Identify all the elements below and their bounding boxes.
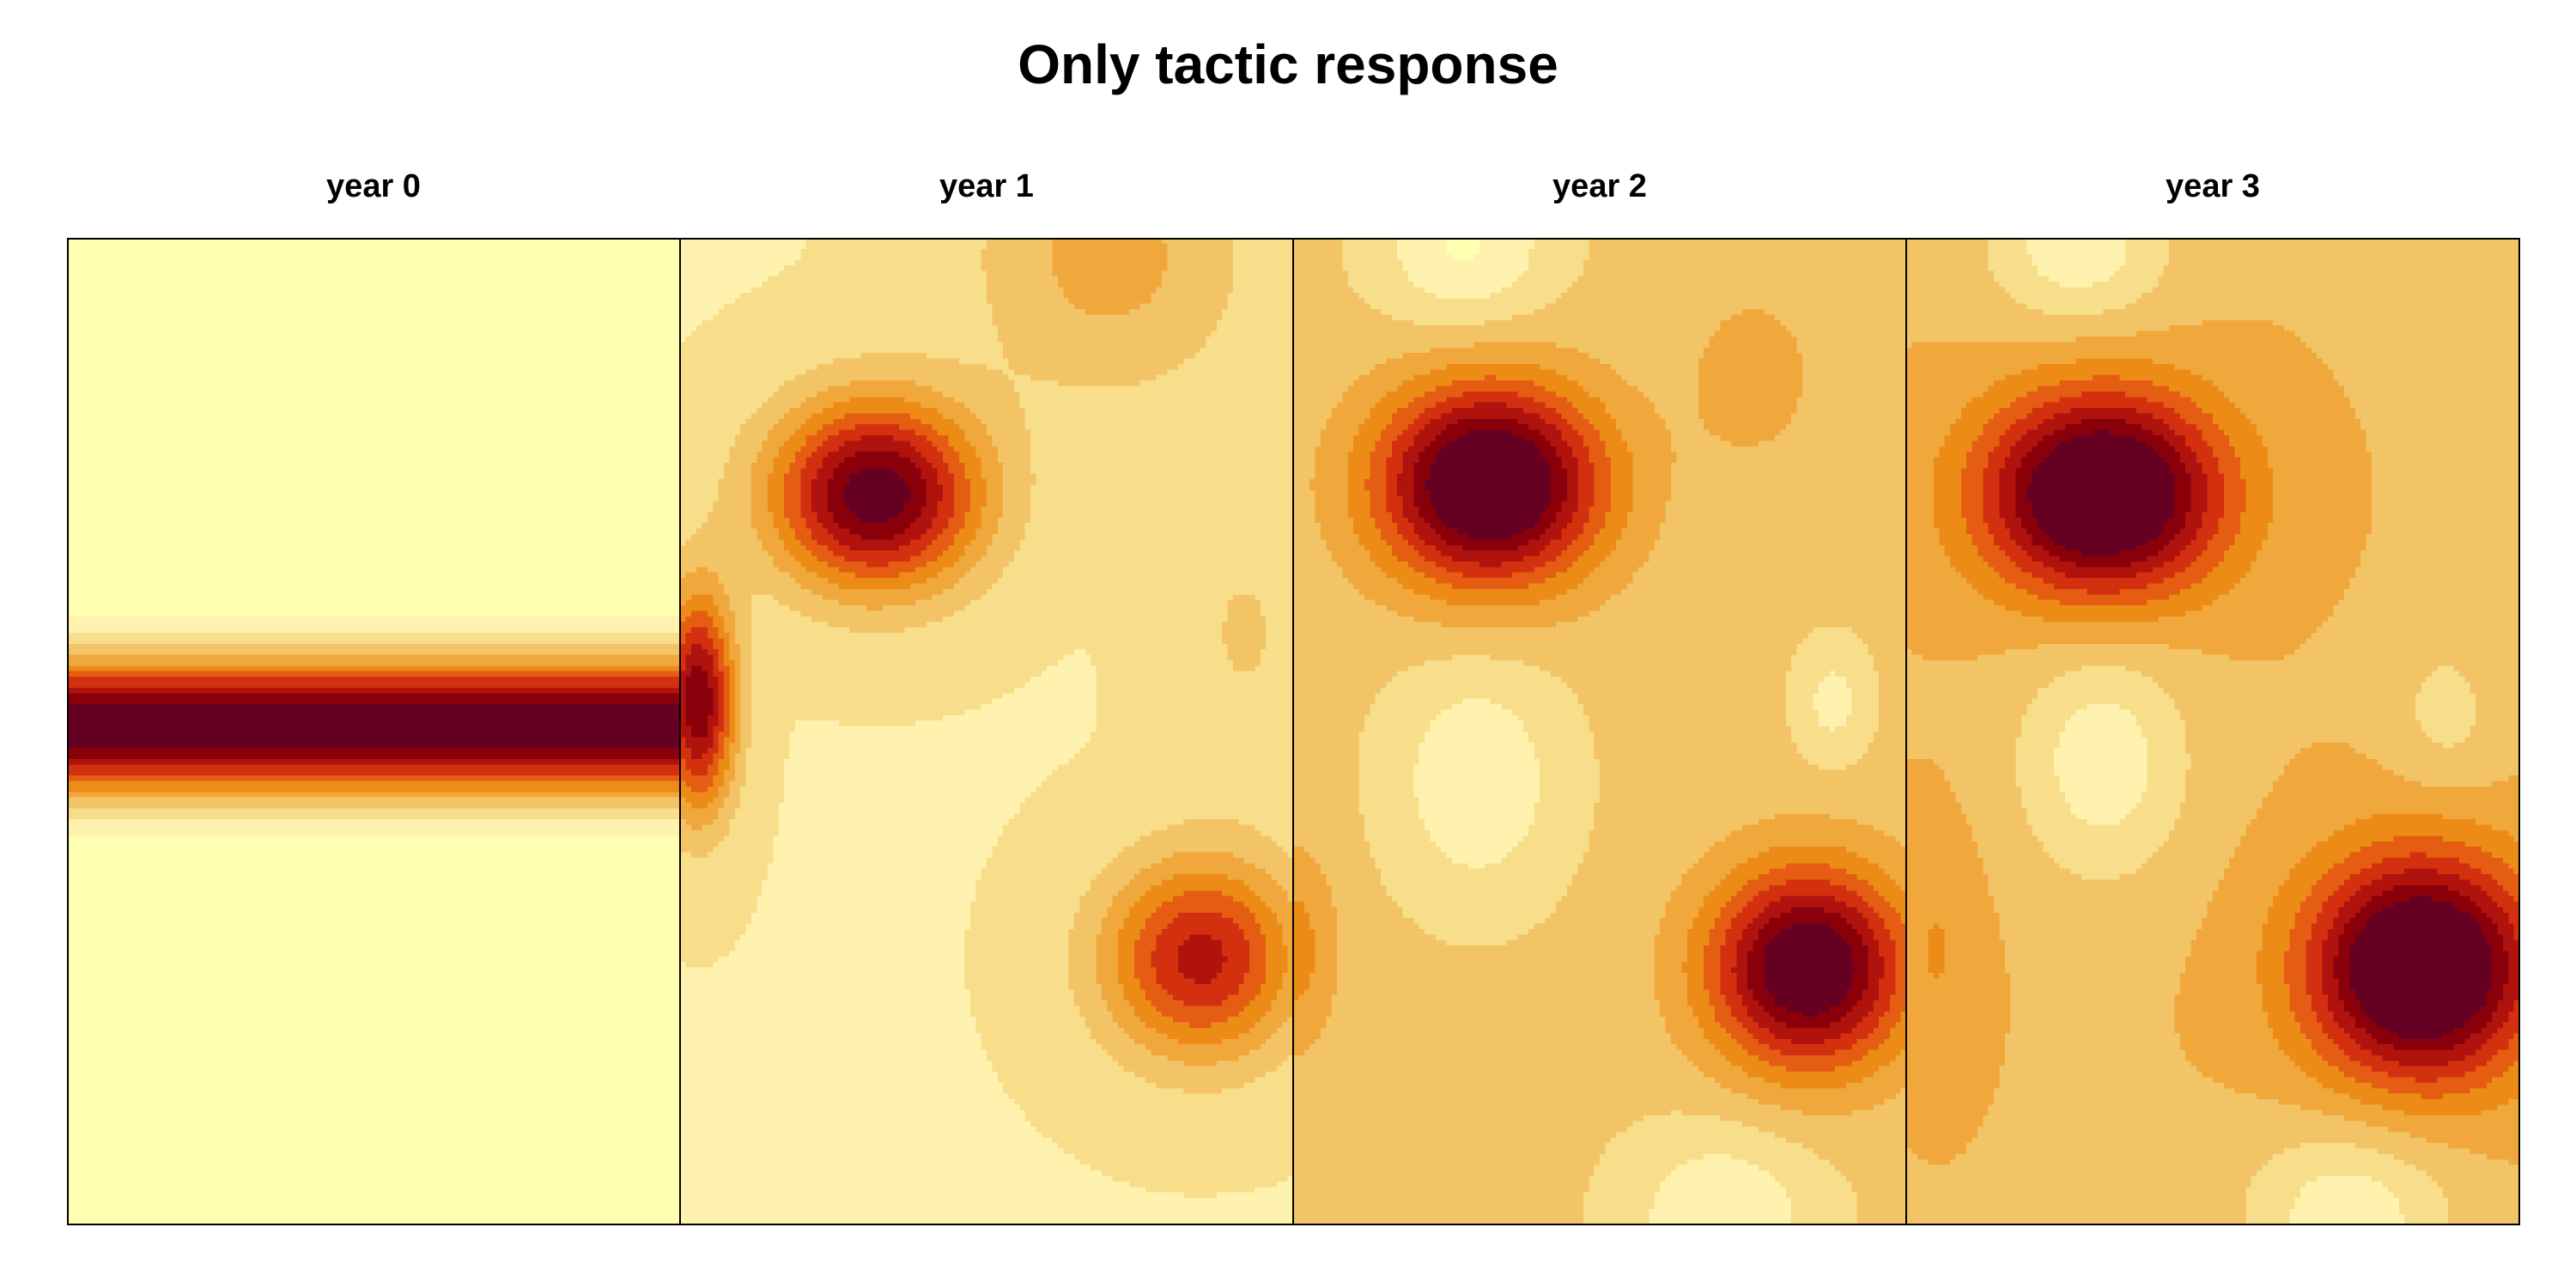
heatmap-canvas-year-0 <box>67 238 680 1225</box>
heatmap-panel-year-1 <box>680 238 1293 1225</box>
heatmap-canvas-year-3 <box>1906 238 2519 1225</box>
heatmap-panel-year-3 <box>1906 238 2519 1225</box>
panel-divider <box>1905 238 1907 1225</box>
heatmap-canvas-year-1 <box>680 238 1293 1225</box>
panel-divider <box>1292 238 1294 1225</box>
heatmap-panel-year-2 <box>1293 238 1906 1225</box>
chart-title: Only tactic response <box>1018 33 1558 95</box>
heatmap-canvas-year-2 <box>1293 238 1906 1225</box>
panel-divider <box>679 238 681 1225</box>
panel-label-year-2: year 2 <box>1552 168 1647 204</box>
panel-label-year-3: year 3 <box>2166 168 2260 204</box>
heatmap-panel-year-0 <box>67 238 680 1225</box>
panel-label-year-1: year 1 <box>939 168 1034 204</box>
panel-label-year-0: year 0 <box>326 168 421 204</box>
